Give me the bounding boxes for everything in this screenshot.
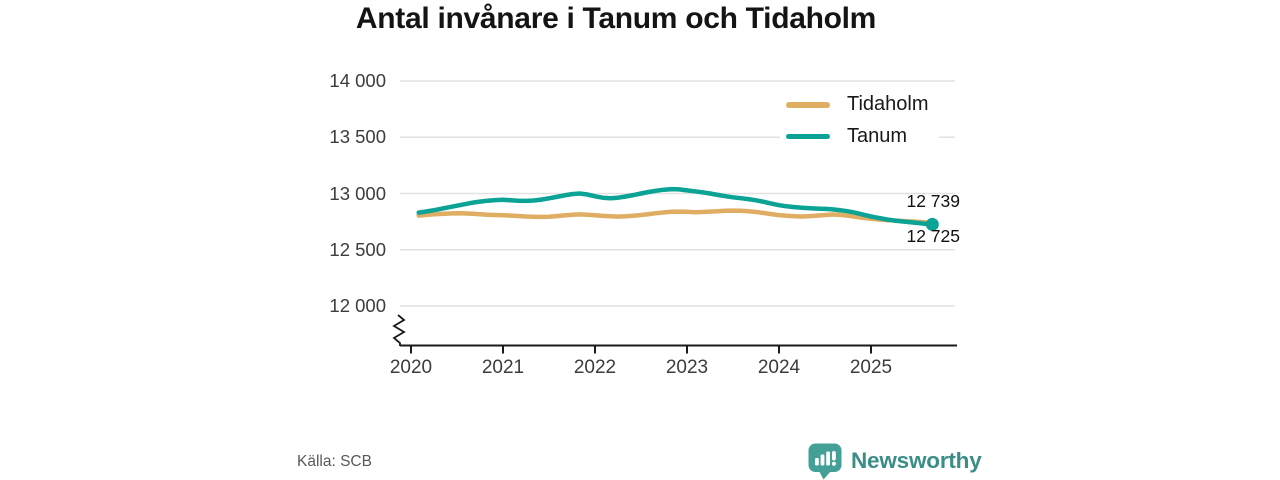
x-tick-label: 2020 [389,357,433,378]
chart-title: Antal invånare i Tanum och Tidaholm [355,2,877,35]
legend-label: Tanum [847,124,908,147]
x-tick-label: 2022 [573,357,617,378]
y-tick-label: 13 000 [329,183,386,204]
source-caption: Källa: SCB [297,453,372,470]
legend-item: Tidaholm [786,89,929,121]
newsworthy-logo: Newsworthy [808,442,982,480]
x-axis-labels: 2020 2021 2022 2023 2024 2025 [0,357,1280,383]
series-line-tanum [416,186,935,227]
legend-swatch [786,102,830,108]
series-end-label-tanum: 12 725 [906,226,960,246]
x-tick-label: 2024 [757,357,801,378]
series-end-label-tidaholm: 12 739 [906,191,960,211]
legend-item: Tanum [786,120,929,152]
y-axis-labels: 14 000 13 500 13 000 12 500 12 000 [260,0,386,480]
y-tick-label: 13 500 [329,126,386,147]
newsworthy-wordmark: Newsworthy [851,448,982,473]
y-tick-label: 14 000 [329,70,386,91]
x-tick-label: 2023 [665,357,709,378]
legend-label: Tidaholm [847,93,929,116]
newsworthy-logo-icon [808,443,842,479]
x-tick-label: 2021 [481,357,525,378]
x-tick-label: 2025 [849,357,893,378]
y-tick-label: 12 000 [329,295,386,316]
legend: Tidaholm Tanum [780,89,939,152]
series-end-dot-tanum [925,217,939,231]
y-tick-label: 12 500 [329,239,386,260]
series-line-tidaholm [416,208,935,226]
y-axis-break-zigzag [392,314,406,346]
legend-swatch [786,133,830,139]
